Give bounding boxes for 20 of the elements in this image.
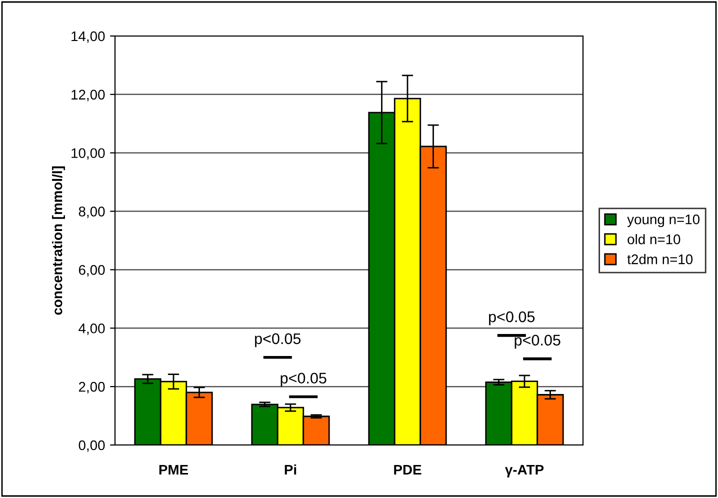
legend-label: young n=10	[627, 214, 700, 228]
legend-label: t2dm n=10	[627, 254, 693, 264]
y-axis-title: concentration [mmol/l]	[52, 166, 65, 315]
x-tick-label: Pi	[284, 464, 296, 475]
y-tick-label: 10,00	[72, 148, 105, 160]
annotation: p<0.05	[489, 311, 535, 326]
annotation: p<0.05	[280, 372, 326, 387]
annotation: p<0.05	[514, 334, 560, 349]
y-tick-label: 12,00	[72, 90, 105, 102]
x-tick-label: PME	[159, 464, 188, 475]
x-tick-label: γ-ATP	[505, 464, 544, 478]
legend-label: old n=10	[628, 234, 680, 244]
y-tick-label: 0,00	[78, 440, 105, 452]
y-tick-label: 4,00	[78, 323, 105, 335]
annotation: p<0.05	[255, 333, 301, 348]
y-tick-label: 6,00	[78, 265, 105, 277]
y-tick-label: 14,00	[72, 31, 105, 43]
y-tick-label: 8,00	[78, 206, 105, 218]
y-tick-label: 2,00	[78, 382, 105, 394]
x-tick-label: PDE	[394, 464, 422, 475]
